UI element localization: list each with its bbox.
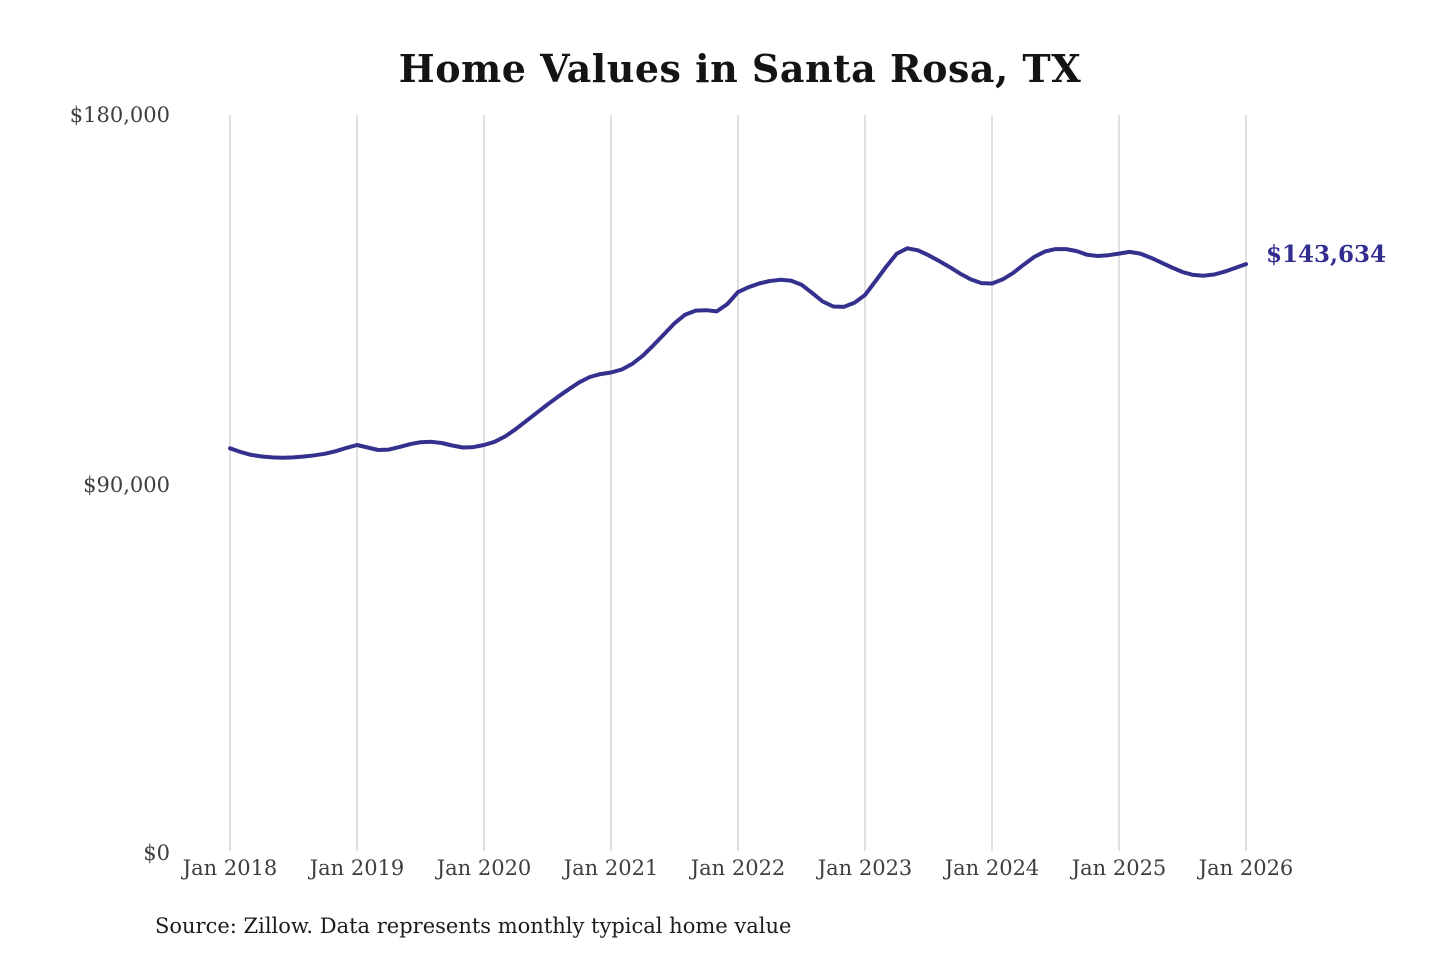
y-axis-tick-label: $90,000 xyxy=(83,473,170,497)
x-tick-label: Jan 2024 xyxy=(944,856,1040,880)
x-tick-label: Jan 2020 xyxy=(436,856,532,880)
x-tick-label: Jan 2018 xyxy=(182,856,278,880)
value-line xyxy=(228,246,1248,460)
gridlines xyxy=(229,115,1247,851)
x-tick-label: Jan 2023 xyxy=(817,856,913,880)
source-note: Source: Zillow. Data represents monthly … xyxy=(155,914,792,938)
chart-title: Home Values in Santa Rosa, TX xyxy=(398,46,1082,91)
current-value-label: $143,634 xyxy=(1266,241,1387,268)
y-axis-tick-label: $180,000 xyxy=(69,103,170,127)
x-tick-label: Jan 2019 xyxy=(309,856,405,880)
x-tick-label: Jan 2026 xyxy=(1198,856,1294,880)
x-tick-label: Jan 2025 xyxy=(1071,856,1167,880)
y-axis-tick-label: $0 xyxy=(143,841,170,865)
x-tick-label: Jan 2021 xyxy=(563,856,659,880)
x-tick-label: Jan 2022 xyxy=(690,856,786,880)
